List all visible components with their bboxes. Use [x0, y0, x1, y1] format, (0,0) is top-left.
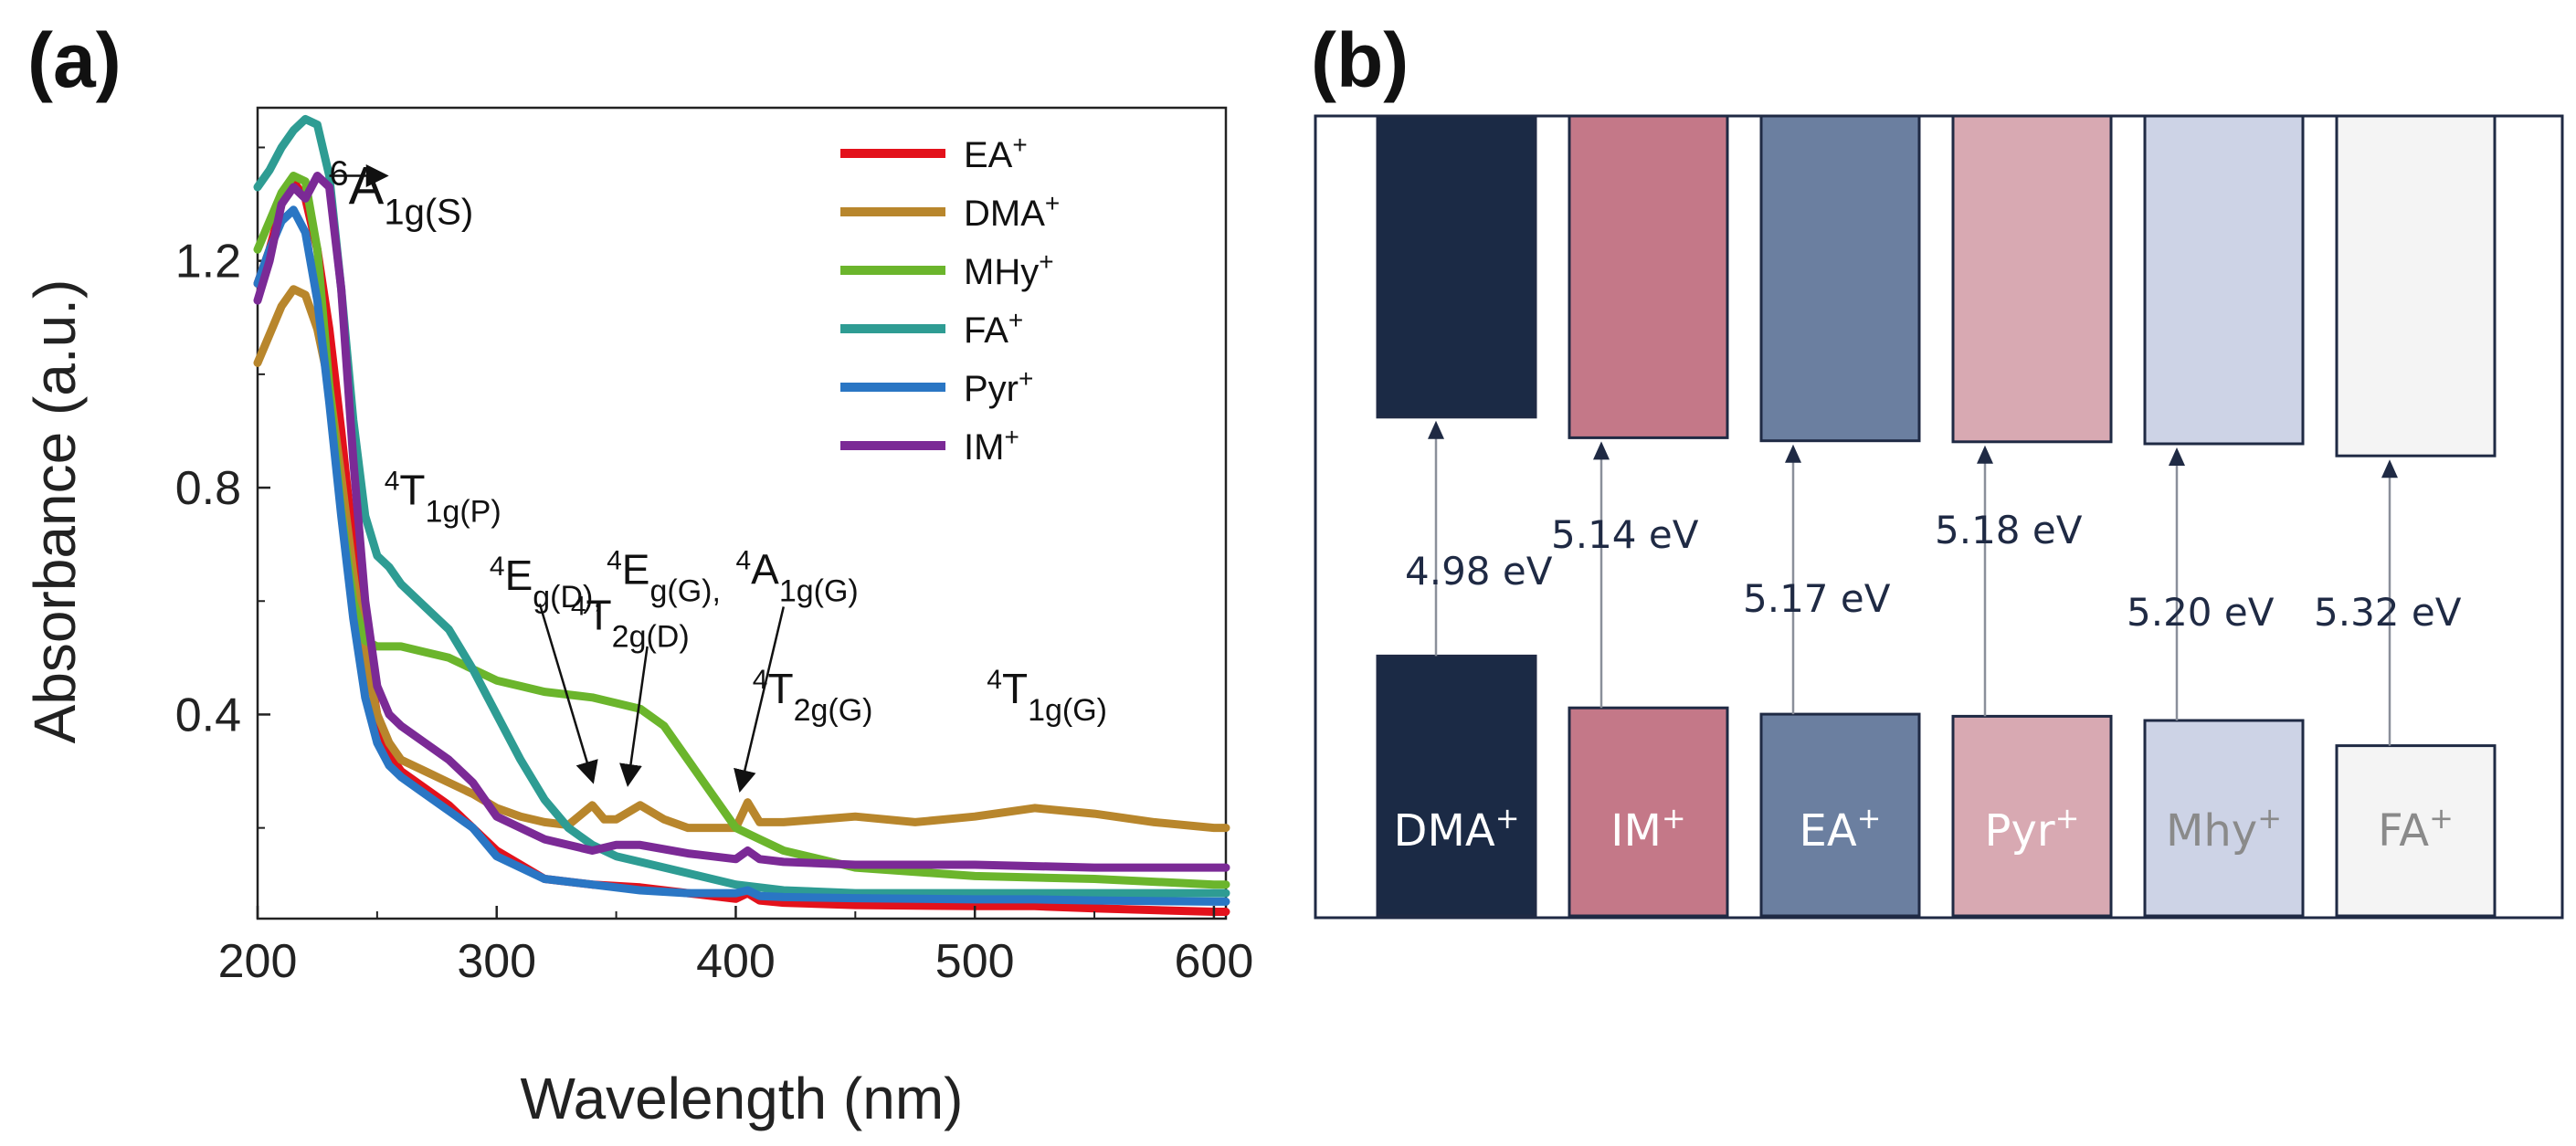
y-ticks: 0.4 0.8 1.2 — [175, 146, 270, 829]
annotation-label: 4T2g(G) — [753, 665, 873, 729]
conduction-band-dma — [1376, 114, 1537, 419]
conduction-band-ea — [1759, 114, 1921, 443]
series-line-pyr — [253, 205, 1230, 906]
legend-label-fa: FA+ — [964, 306, 1023, 352]
panel-a-label: (a) — [27, 17, 121, 103]
gap-arrowhead — [1593, 441, 1610, 460]
y-axis-title: Absorbance (a.u.) — [22, 279, 88, 744]
legend-label-mhy: MHy+ — [964, 247, 1054, 293]
x-axis-title: Wavelength (nm) — [521, 1066, 964, 1131]
y-tick-label: 1.2 — [175, 236, 241, 289]
y-tick-label: 0.4 — [175, 689, 241, 741]
plot-frame — [256, 106, 1228, 920]
valence-band-fa — [2335, 744, 2497, 918]
conduction-band-mhy — [2143, 114, 2305, 446]
annotation-label: 4A1g(G) — [735, 545, 858, 609]
gap-arrowhead — [2169, 447, 2185, 466]
valence-band-im — [1568, 706, 1729, 918]
annotation-arrows — [329, 164, 786, 794]
valence-band-ea — [1759, 712, 1921, 918]
gap-label-fa: 5.32 eV — [2314, 590, 2462, 635]
valence-band-mhy — [2143, 719, 2305, 918]
gap-label-mhy: 5.20 eV — [2127, 590, 2275, 635]
gap-label-ea: 5.17 eV — [1743, 576, 1891, 621]
gap-arrowhead — [2381, 459, 2398, 478]
annotation-label: 4T1g(G) — [987, 665, 1107, 729]
x-tick-label: 200 — [218, 935, 298, 988]
annotation-arrow — [734, 606, 786, 794]
annotation-label: 4Eg(G), — [607, 545, 721, 609]
cation-label-pyr: Pyr+ — [1985, 801, 2080, 857]
x-tick-label: 600 — [1175, 935, 1254, 988]
panel-b-label: (b) — [1311, 17, 1409, 103]
series-line-fa — [253, 114, 1230, 898]
gap-label-im: 5.14 eV — [1551, 512, 1699, 557]
series-lines — [253, 114, 1230, 916]
x-ticks: 200 300 400 500 600 — [218, 906, 1254, 988]
legend-label-ea: EA+ — [964, 131, 1028, 176]
annotation-label: 4Eg(D), — [490, 551, 602, 615]
series-line-im — [253, 172, 1230, 872]
gap-label-dma: 4.98 eV — [1405, 549, 1553, 594]
gap-arrowhead — [1785, 444, 1801, 463]
legend-label-pyr: Pyr+ — [964, 364, 1033, 410]
cation-label-im: IM+ — [1610, 801, 1685, 857]
cation-label-ea: EA+ — [1800, 801, 1882, 857]
x-tick-label: 500 — [935, 935, 1015, 988]
legend: EA+ DMA+ MHy+ FA+ Pyr+ IM+ — [840, 131, 1060, 468]
x-tick-label: 300 — [457, 935, 536, 988]
conduction-band-pyr — [1951, 114, 2113, 444]
annotation-label: 4T2g(D) — [571, 591, 690, 655]
x-tick-label: 400 — [696, 935, 776, 988]
gap-label-pyr: 5.18 eV — [1935, 508, 2083, 552]
y-tick-label: 0.8 — [175, 462, 241, 515]
gap-arrowhead — [1977, 445, 1993, 464]
valence-band-pyr — [1951, 714, 2113, 918]
annotation-label: 6A1g(S) — [330, 155, 474, 233]
annotation-arrow — [619, 646, 649, 787]
gap-arrowhead — [1428, 420, 1444, 439]
legend-label-dma: DMA+ — [964, 189, 1060, 235]
valence-band-dma — [1376, 654, 1537, 918]
absorbance-chart: 0.4 0.8 1.2 200 300 400 500 600 Wavelength (nm… — [22, 106, 1254, 1131]
annotation-arrow — [538, 603, 598, 784]
conduction-band-fa — [2335, 114, 2497, 457]
series-line-mhy — [253, 172, 1230, 889]
annotation-label: 4T1g(P) — [385, 466, 501, 530]
diagram-frame — [1314, 114, 2564, 920]
legend-label-im: IM+ — [964, 423, 1019, 468]
conduction-band-im — [1568, 114, 1729, 439]
